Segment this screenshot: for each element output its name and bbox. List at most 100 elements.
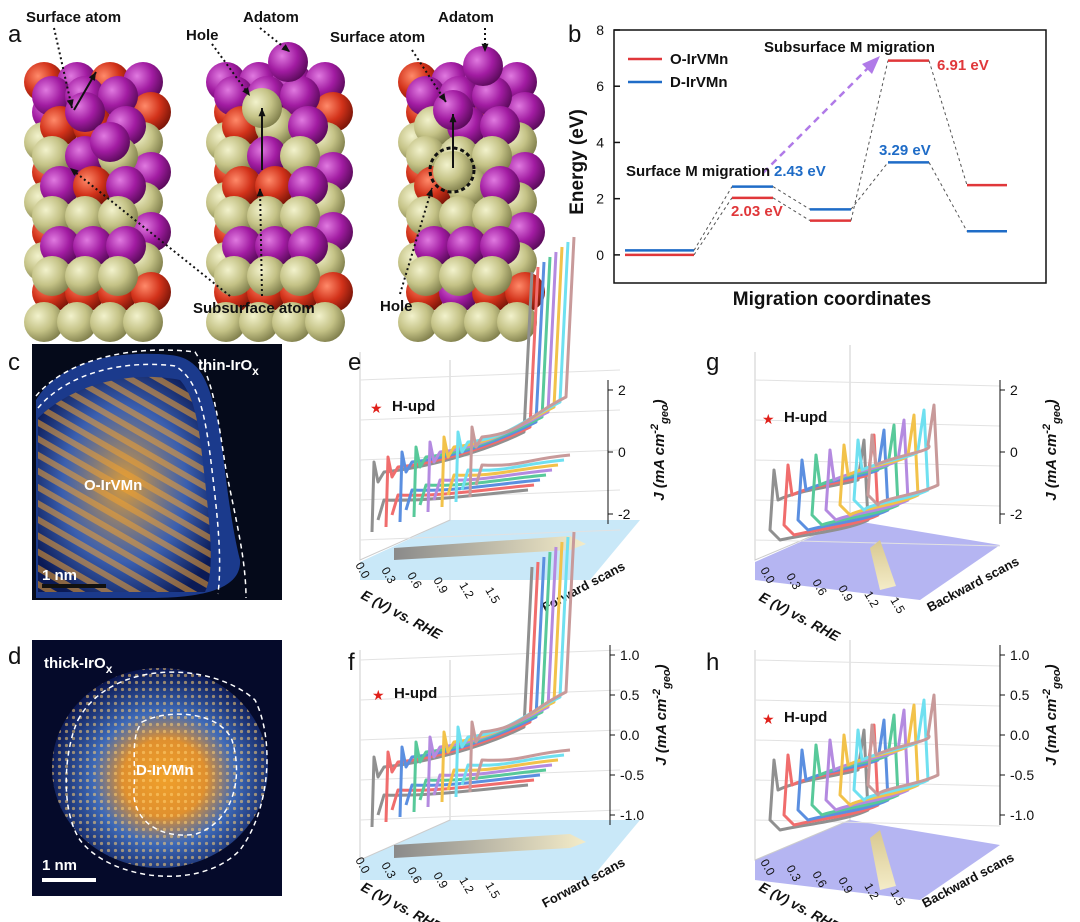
h-upd-star: ★: [762, 711, 775, 727]
khaki-atom: [472, 256, 512, 296]
thick-irox-main: thick-IrO: [44, 655, 106, 672]
current-axis-main: J (mA cm: [1043, 699, 1060, 766]
current-axis-sub: geo: [661, 669, 673, 690]
current-axis-sub: geo: [659, 404, 671, 425]
y-tick-label: 4: [596, 134, 604, 150]
pointer-hole-2: [399, 187, 433, 295]
purple-atom: [472, 76, 512, 116]
purple-atom: [106, 226, 146, 266]
potential-axis-title: E (V) vs. RHE: [757, 589, 843, 645]
j-tick-label: 0.5: [620, 687, 640, 703]
j-tick-label: 2: [1010, 382, 1018, 398]
purple-atom: [65, 92, 105, 132]
j-tick-label: 2: [618, 382, 626, 398]
pointer-hole-2-head: [426, 188, 433, 197]
red-atom: [313, 272, 353, 312]
h-upd-label: H-upd: [784, 409, 827, 426]
scale-bar-c: [42, 584, 106, 588]
current-axis-title: J (mA cm-2geo): [651, 664, 673, 765]
back-wall-frame: [754, 345, 851, 561]
khaki-atom: [398, 302, 438, 342]
stem-image-thin: [32, 344, 282, 600]
d-irvmn-core-label: D-IrVMn: [136, 762, 194, 779]
purple-atom: [288, 106, 328, 146]
khaki-atom: [247, 256, 287, 296]
j-tick-label: 0.0: [620, 727, 640, 743]
label-adatom-2: Adatom: [438, 9, 494, 26]
label-o-barrier-1: 2.03 eV: [731, 203, 783, 220]
current-axis-sub: geo: [1051, 404, 1063, 425]
scale-bar-label-c: 1 nm: [42, 567, 77, 584]
grid-line: [359, 409, 621, 421]
migration-arrow-1-head: [88, 72, 96, 81]
current-axis-close: ): [1043, 399, 1060, 406]
khaki-atom: [280, 256, 320, 296]
connector-line: [693, 197, 733, 256]
purple-atom: [288, 166, 328, 206]
khaki-atom: [305, 302, 345, 342]
cv-curve: [866, 693, 940, 797]
j-tick-label: 0.0: [1010, 727, 1030, 743]
khaki-atom: [439, 196, 479, 236]
purple-atom: [280, 76, 320, 116]
cv-curve: [810, 423, 900, 527]
grid-line: [754, 659, 1001, 667]
hole-dashed-circle: [428, 146, 476, 194]
cv-3d-forward-thick: 1.00.50.0-0.5-1.0J (mA cm-2geo)0.0 0.3 0.6…: [352, 531, 673, 922]
j-tick-label: 0: [618, 444, 626, 460]
y-tick-label: 0: [596, 247, 604, 263]
label-surface-m-migration: Surface M migration: [626, 163, 770, 180]
thick-irox-sub: x: [106, 662, 113, 676]
energy-diagram: 0 2 4 6 8: [596, 22, 1047, 284]
cv-curve: [468, 531, 576, 793]
khaki-atom: [439, 256, 479, 296]
grid-line: [359, 689, 621, 701]
current-axis-main: J (mA cm: [653, 699, 670, 766]
panel-label-f: f: [348, 649, 355, 676]
grid-line: [359, 809, 621, 821]
purple-atom: [414, 226, 454, 266]
label-d-barrier-2: 3.29 eV: [879, 142, 931, 159]
khaki-atom: [239, 302, 279, 342]
purple-atom: [288, 226, 328, 266]
grid-line: [754, 819, 1001, 827]
j-tick-label: 0: [1010, 444, 1018, 460]
khaki-atom: [57, 302, 97, 342]
panel-label-c: c: [8, 349, 20, 376]
panel-a-annotations: [53, 27, 489, 297]
panel-label-a: a: [8, 21, 22, 48]
current-axis-sub: geo: [1051, 669, 1063, 690]
adatom-sphere-2: [463, 46, 503, 86]
label-subsurface-m-migration: Subsurface M migration: [764, 39, 935, 56]
khaki-atom: [472, 196, 512, 236]
panel-label-g: g: [706, 349, 719, 376]
current-axis-title: J (mA cm-2geo): [1041, 664, 1063, 765]
purple-atom: [40, 166, 80, 206]
h-upd-star: ★: [370, 400, 383, 416]
text-layer: a b c d e f g h Surface atom Adatom Hole…: [8, 9, 989, 874]
migration-axis-title: Migration coordinates: [733, 289, 931, 310]
legend-o-irvmn: O-IrVMn: [670, 51, 728, 68]
pointer-adatom-2-head: [481, 43, 489, 52]
label-subsurface-atom: Subsurface atom: [193, 300, 315, 317]
slab-surface-atom-migration: [24, 62, 171, 342]
khaki-atom: [123, 302, 163, 342]
label-d-barrier-1: 2.43 eV: [774, 163, 826, 180]
khaki-atom: [272, 302, 312, 342]
scale-bar-d: [42, 878, 96, 882]
connector-line: [772, 197, 811, 222]
scan-direction-arrow: [870, 830, 896, 890]
cv-curve: [384, 266, 540, 528]
j-tick-label: 1.0: [1010, 647, 1030, 663]
current-axis-main: J (mA cm: [1043, 434, 1060, 501]
migration-arrow-2-head: [258, 108, 266, 117]
current-axis-close: ): [651, 399, 668, 406]
purple-atom: [106, 166, 146, 206]
y-tick-label: 8: [596, 22, 604, 38]
j-tick-label: -2: [1010, 506, 1023, 522]
atomic-columns: [52, 668, 268, 868]
current-axis-close: ): [1043, 664, 1060, 671]
pointer-hole-1: [211, 43, 251, 97]
label-surface-atom-1: Surface atom: [26, 9, 121, 26]
scale-bar-label-d: 1 nm: [42, 857, 77, 874]
